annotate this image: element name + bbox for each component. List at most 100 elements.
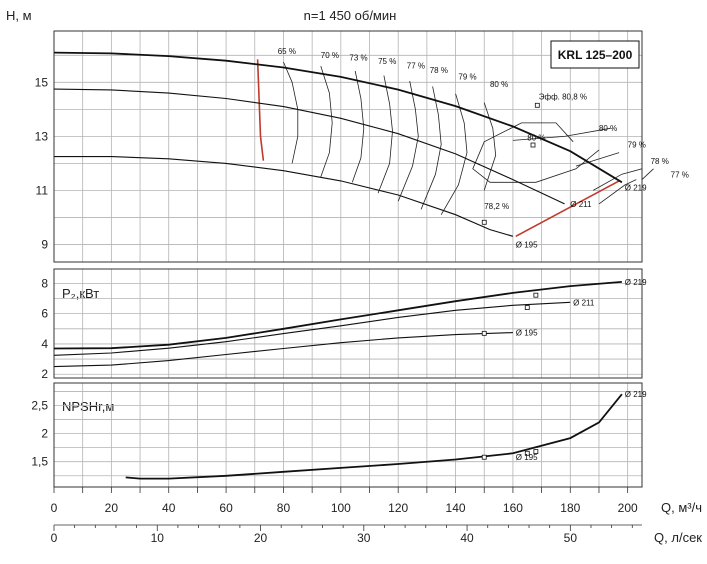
diameter-label: Ø 211 [573,298,595,307]
x-tick-label-m3h: 200 [618,501,638,515]
power-ytick-label: 6 [41,307,48,321]
operating-point-marker [533,449,539,454]
x-axis-title-ls: Q, л/сек [654,530,702,545]
efficiency-label: 77 % [671,170,689,179]
npsh-ytick-label: 1,5 [31,455,48,469]
x-tick-label-ls: 30 [357,531,371,545]
x-tick-label-ls: 20 [254,531,268,545]
iso-efficiency-line [320,65,333,178]
head-curve-Ø195 [54,156,514,237]
x-tick-label-m3h: 140 [446,501,466,515]
efficiency-label: 78 % [651,157,669,166]
diameter-label: Ø 195 [516,453,538,462]
iso-efficiency-line [641,168,654,180]
x-tick-label-m3h: 160 [503,501,523,515]
iso-efficiency-line [420,86,442,210]
power-frame [53,268,643,379]
head-frame [53,30,643,263]
iso-efficiency-line [351,70,365,183]
x-tick-label-ls: 50 [564,531,578,545]
diameter-label: Ø 195 [516,240,538,249]
x-tick-label-ls: 10 [151,531,165,545]
head-ytick-label: 9 [41,237,48,251]
head-ytick-label: 13 [35,129,49,143]
x-tick-label-m3h: 40 [162,501,176,515]
efficiency-label: 77 % [407,61,425,70]
iso-efficiency-line [472,122,600,183]
efficiency-label: 79 % [458,73,476,82]
iso-efficiency-line [483,102,497,191]
power-curve-Ø211 [53,301,571,356]
operating-point-marker [481,219,487,225]
head-ytick-label: 15 [35,75,49,89]
efficiency-label: 80 % [599,124,617,133]
diameter-label: Ø 219 [625,184,647,193]
power-curve-Ø219 [53,281,622,350]
head-curve-Ø219 [53,51,623,184]
x-tick-label-ls: 0 [51,531,58,545]
iso-efficiency-line [283,61,299,164]
iso-efficiency-line [593,168,643,191]
power-ytick-label: 2 [41,367,48,381]
power-curve-Ø195 [53,332,513,368]
iso-efficiency-line [440,93,468,215]
model-box-frame [550,40,640,69]
x-tick-label-m3h: 0 [51,501,58,515]
iso-efficiency-line [512,127,611,141]
efficiency-label: 78,2 % [484,202,509,211]
npsh-ytick-label: 2,5 [31,398,48,412]
iso-efficiency-line [575,152,620,167]
model-label: KRL 125–200 [558,48,633,62]
x-tick-label-m3h: 120 [388,501,408,515]
diameter-label: Ø 219 [625,390,647,399]
model-box: KRL 125–200 [550,40,640,69]
efficiency-label: 75 % [378,57,396,66]
x-tick-label-m3h: 60 [219,501,233,515]
power-axis-title: P₂,кВт [62,286,99,301]
operating-point-marker [524,450,530,456]
efficiency-label: 79 % [628,141,646,150]
power-ytick-label: 4 [41,337,48,351]
power-ytick-label: 8 [41,276,48,290]
head-curve-Ø211 [53,88,565,205]
npsh-axis-title: NPSHr,м [62,399,114,414]
efficiency-label: 80 % [527,133,545,142]
diameter-label: Ø 195 [516,329,538,338]
x-axes: 0 20 40 60 80 100 120 140 160 180 200 0 10 20 30 40 50 [51,487,642,545]
x-tick-label-m3h: 180 [560,501,580,515]
operating-point-marker [534,102,540,108]
x-tick-label-m3h: 80 [277,501,291,515]
iso-efficiency-line [598,179,637,205]
operating-limit-line [256,59,265,161]
x-tick-label-m3h: 100 [331,501,351,515]
x-tick-label-m3h: 20 [105,501,119,515]
npsh-frame [53,382,643,488]
operating-point-marker [530,142,536,148]
npsh-curve-Ø219 [125,393,623,480]
efficiency-label: 78 % [430,66,448,75]
operating-point-marker [481,454,487,460]
efficiency-label: 65 % [278,47,296,56]
head-ytick-label: 11 [36,183,49,197]
iso-efficiency-line [377,75,393,194]
operating-point-marker [533,292,539,298]
chart-title: n=1 450 об/мин [304,8,397,23]
diameter-label: Ø 211 [570,200,592,209]
npsh-panel: 1,5 2 2,5 Ø 219 Ø 195 [31,382,647,488]
iso-efficiency-line [397,80,419,202]
diameter-label: Ø 219 [625,278,647,287]
operating-point-marker [481,330,487,336]
operating-limit-line [515,180,620,238]
head-axis-title: Н, м [6,8,32,23]
x-axis-title-m3h: Q, м³/ч [661,500,702,515]
npsh-ytick-label: 2 [41,427,48,441]
x-tick-label-ls: 40 [460,531,474,545]
efficiency-label: Эфф. 80,8 % [539,92,587,101]
operating-point-marker [524,305,530,311]
efficiency-label: 70 % [321,51,339,60]
efficiency-label: 80 % [490,80,508,89]
efficiency-label: 73 % [349,54,367,63]
power-panel: 2 4 6 8 Ø 219 Ø 211 Ø 195 [41,268,647,381]
